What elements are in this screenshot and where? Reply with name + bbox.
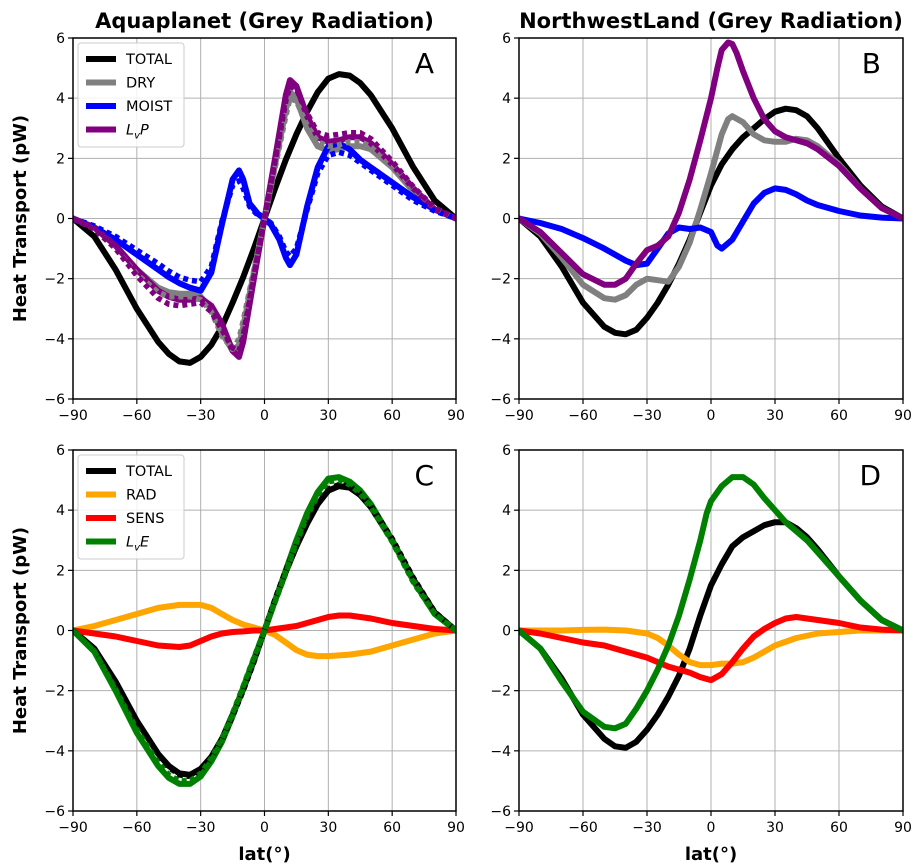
y-tick-label: −4 <box>44 332 65 348</box>
y-tick-label: 4 <box>56 91 65 107</box>
x-tick-label: 0 <box>707 408 716 424</box>
y-tick-label: −4 <box>490 332 511 348</box>
panel-letter: B <box>862 47 881 80</box>
y-axis-label: Heat Transport (pW) <box>10 115 31 322</box>
y-axis-label: Heat Transport (pW) <box>10 527 31 734</box>
x-tick-label: 60 <box>383 408 401 424</box>
y-tick-label: 0 <box>502 212 511 228</box>
legend: TOTAL DRY MOIST LvP <box>77 42 185 148</box>
panel-letter: D <box>859 459 881 492</box>
x-tick-label: −90 <box>504 408 534 424</box>
legend-label-lvp: LvP <box>126 123 149 142</box>
y-tick-label: 6 <box>502 31 511 47</box>
y-tick-label: 2 <box>56 151 65 167</box>
panel-letter: A <box>415 47 434 80</box>
y-tick-label: 2 <box>502 563 511 579</box>
y-tick-label: −4 <box>490 744 511 760</box>
legend: TOTAL RAD SENS LvE <box>77 454 185 560</box>
x-tick-label: 90 <box>894 820 912 836</box>
x-tick-label: −60 <box>122 820 152 836</box>
legend-box <box>77 454 185 560</box>
x-axis-label: lat(°) <box>685 844 737 865</box>
x-tick-label: −60 <box>568 820 598 836</box>
legend-label-lve: LvE <box>126 535 150 554</box>
y-tick-label: 2 <box>56 563 65 579</box>
x-tick-label: 60 <box>830 820 848 836</box>
series-group <box>519 39 903 338</box>
x-tick-label: −90 <box>504 820 534 836</box>
legend-box <box>77 42 185 148</box>
series-line-sens <box>519 614 903 684</box>
series-line-lvp-dotted <box>73 83 456 354</box>
y-tick-label: 0 <box>56 212 65 228</box>
legend-label-total: TOTAL <box>125 464 172 480</box>
legend-label-sens: SENS <box>126 511 164 527</box>
x-tick-label: 30 <box>319 820 337 836</box>
x-tick-label: 90 <box>894 408 912 424</box>
x-tick-label: −90 <box>58 820 88 836</box>
y-tick-label: 6 <box>56 31 65 47</box>
panel-letter: C <box>414 459 434 492</box>
legend-label-rad: RAD <box>126 488 157 504</box>
series-line-rad <box>519 626 903 669</box>
legend-label-dry: DRY <box>126 76 155 92</box>
series-line-lvp <box>519 39 903 288</box>
x-tick-label: 30 <box>766 408 784 424</box>
series-line-sens <box>73 612 456 650</box>
panel-C: −90 −60 −30 0 30 60 90 −6 −4 −2 0 2 4 6 Heat Transport… <box>10 443 465 865</box>
y-tick-label: −6 <box>44 804 65 820</box>
panel-B: −90 −60 −30 0 30 60 90 −6 −4 −2 0 2 4 6 NorthwestLand … <box>490 9 912 424</box>
x-tick-label: −60 <box>122 408 152 424</box>
legend-label-moist: MOIST <box>126 99 172 115</box>
x-tick-label: −90 <box>58 408 88 424</box>
legend-label-total: TOTAL <box>125 52 172 68</box>
y-tick-label: 0 <box>502 624 511 640</box>
y-tick-label: 2 <box>502 151 511 167</box>
x-tick-label: 90 <box>447 820 465 836</box>
x-tick-label: 90 <box>447 408 465 424</box>
y-tick-label: −2 <box>490 272 511 288</box>
series-group <box>73 474 456 787</box>
x-tick-label: −60 <box>568 408 598 424</box>
y-tick-label: 6 <box>56 443 65 459</box>
x-tick-label: 0 <box>707 820 716 836</box>
y-tick-label: −4 <box>44 744 65 760</box>
panel-title: Aquaplanet (Grey Radiation) <box>95 9 434 33</box>
x-axis-label: lat(°) <box>238 844 290 865</box>
y-tick-label: −2 <box>44 272 65 288</box>
x-tick-label: −30 <box>186 820 216 836</box>
y-tick-label: 6 <box>502 443 511 459</box>
y-tick-label: −2 <box>44 684 65 700</box>
series-line-lve <box>519 474 903 732</box>
y-tick-label: −6 <box>490 392 511 408</box>
y-tick-label: −2 <box>490 684 511 700</box>
x-tick-label: 30 <box>319 408 337 424</box>
y-tick-label: 4 <box>502 503 511 519</box>
y-tick-label: −6 <box>490 804 511 820</box>
x-tick-label: 0 <box>260 820 269 836</box>
x-tick-label: 60 <box>830 408 848 424</box>
panel-D: −90 −60 −30 0 30 60 90 −6 −4 −2 0 2 4 6 lat(°) D <box>490 443 912 865</box>
x-tick-label: 60 <box>383 820 401 836</box>
y-tick-label: 4 <box>56 503 65 519</box>
x-tick-label: −30 <box>632 820 662 836</box>
x-tick-label: 0 <box>260 408 269 424</box>
series-line-total-dotted <box>73 481 456 780</box>
series-line-total <box>519 105 903 338</box>
y-tick-label: 0 <box>56 624 65 640</box>
series-group <box>519 474 903 751</box>
panel-title: NorthwestLand (Grey Radiation) <box>519 9 903 33</box>
y-tick-label: 4 <box>502 91 511 107</box>
panel-A: −90 −60 −30 0 30 60 90 −6 −4 −2 0 2 4 6 Aquaplanet (Gr… <box>10 9 465 424</box>
series-group <box>73 71 456 366</box>
x-tick-label: −30 <box>186 408 216 424</box>
series-line-moist <box>519 185 903 269</box>
y-tick-label: −6 <box>44 392 65 408</box>
x-tick-label: 30 <box>766 820 784 836</box>
x-tick-label: −30 <box>632 408 662 424</box>
